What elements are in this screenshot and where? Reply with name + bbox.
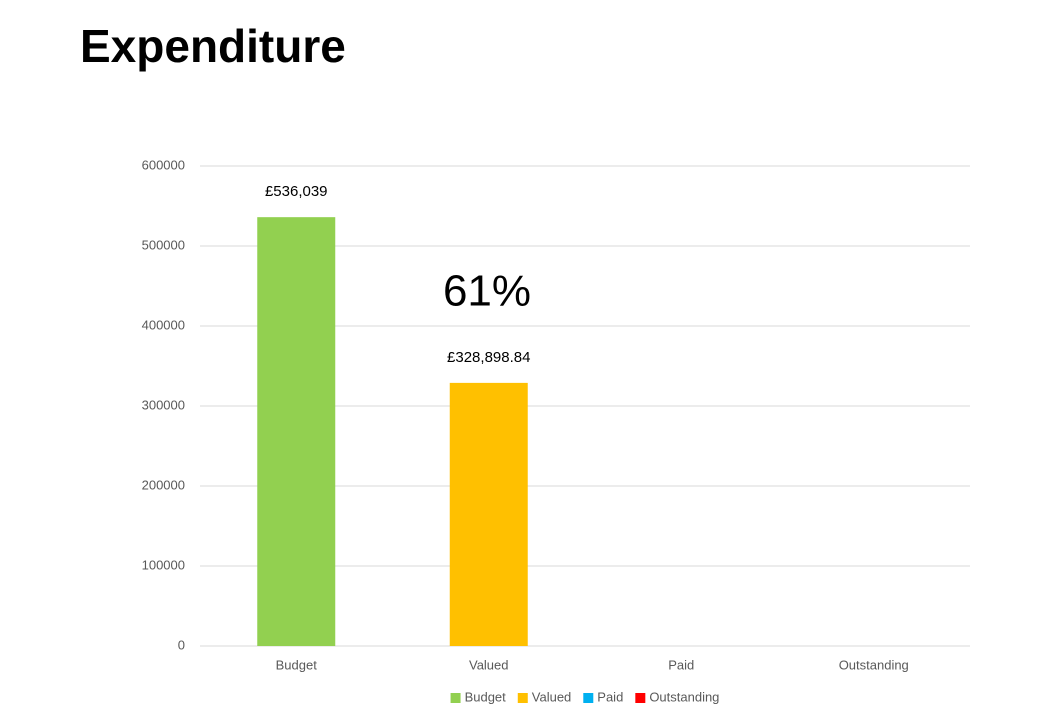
y-tick-label: 500000 xyxy=(142,237,185,252)
legend-label: Valued xyxy=(532,689,572,704)
legend-label: Paid xyxy=(597,689,623,704)
y-tick-label: 600000 xyxy=(142,157,185,172)
annotation: 61% xyxy=(443,267,531,316)
y-tick-label: 0 xyxy=(178,637,185,652)
data-label: £328,898.84 xyxy=(447,349,530,366)
legend-label: Outstanding xyxy=(649,689,719,704)
x-tick-label: Paid xyxy=(668,657,694,672)
bar xyxy=(449,382,528,646)
data-label: £536,039 xyxy=(265,183,328,200)
y-tick-label: 100000 xyxy=(142,557,185,572)
legend-label: Budget xyxy=(465,689,507,704)
x-tick-label: Valued xyxy=(469,657,509,672)
legend-swatch xyxy=(450,693,461,703)
chart-title: Expenditure xyxy=(80,20,346,72)
y-tick-label: 200000 xyxy=(142,477,185,492)
x-tick-label: Outstanding xyxy=(839,657,909,672)
bar xyxy=(257,217,336,646)
y-tick-label: 300000 xyxy=(142,397,185,412)
x-tick-label: Budget xyxy=(276,657,318,672)
legend-swatch xyxy=(517,693,528,703)
legend-swatch xyxy=(635,693,646,703)
y-tick-label: 400000 xyxy=(142,317,185,332)
legend-swatch xyxy=(583,693,594,703)
